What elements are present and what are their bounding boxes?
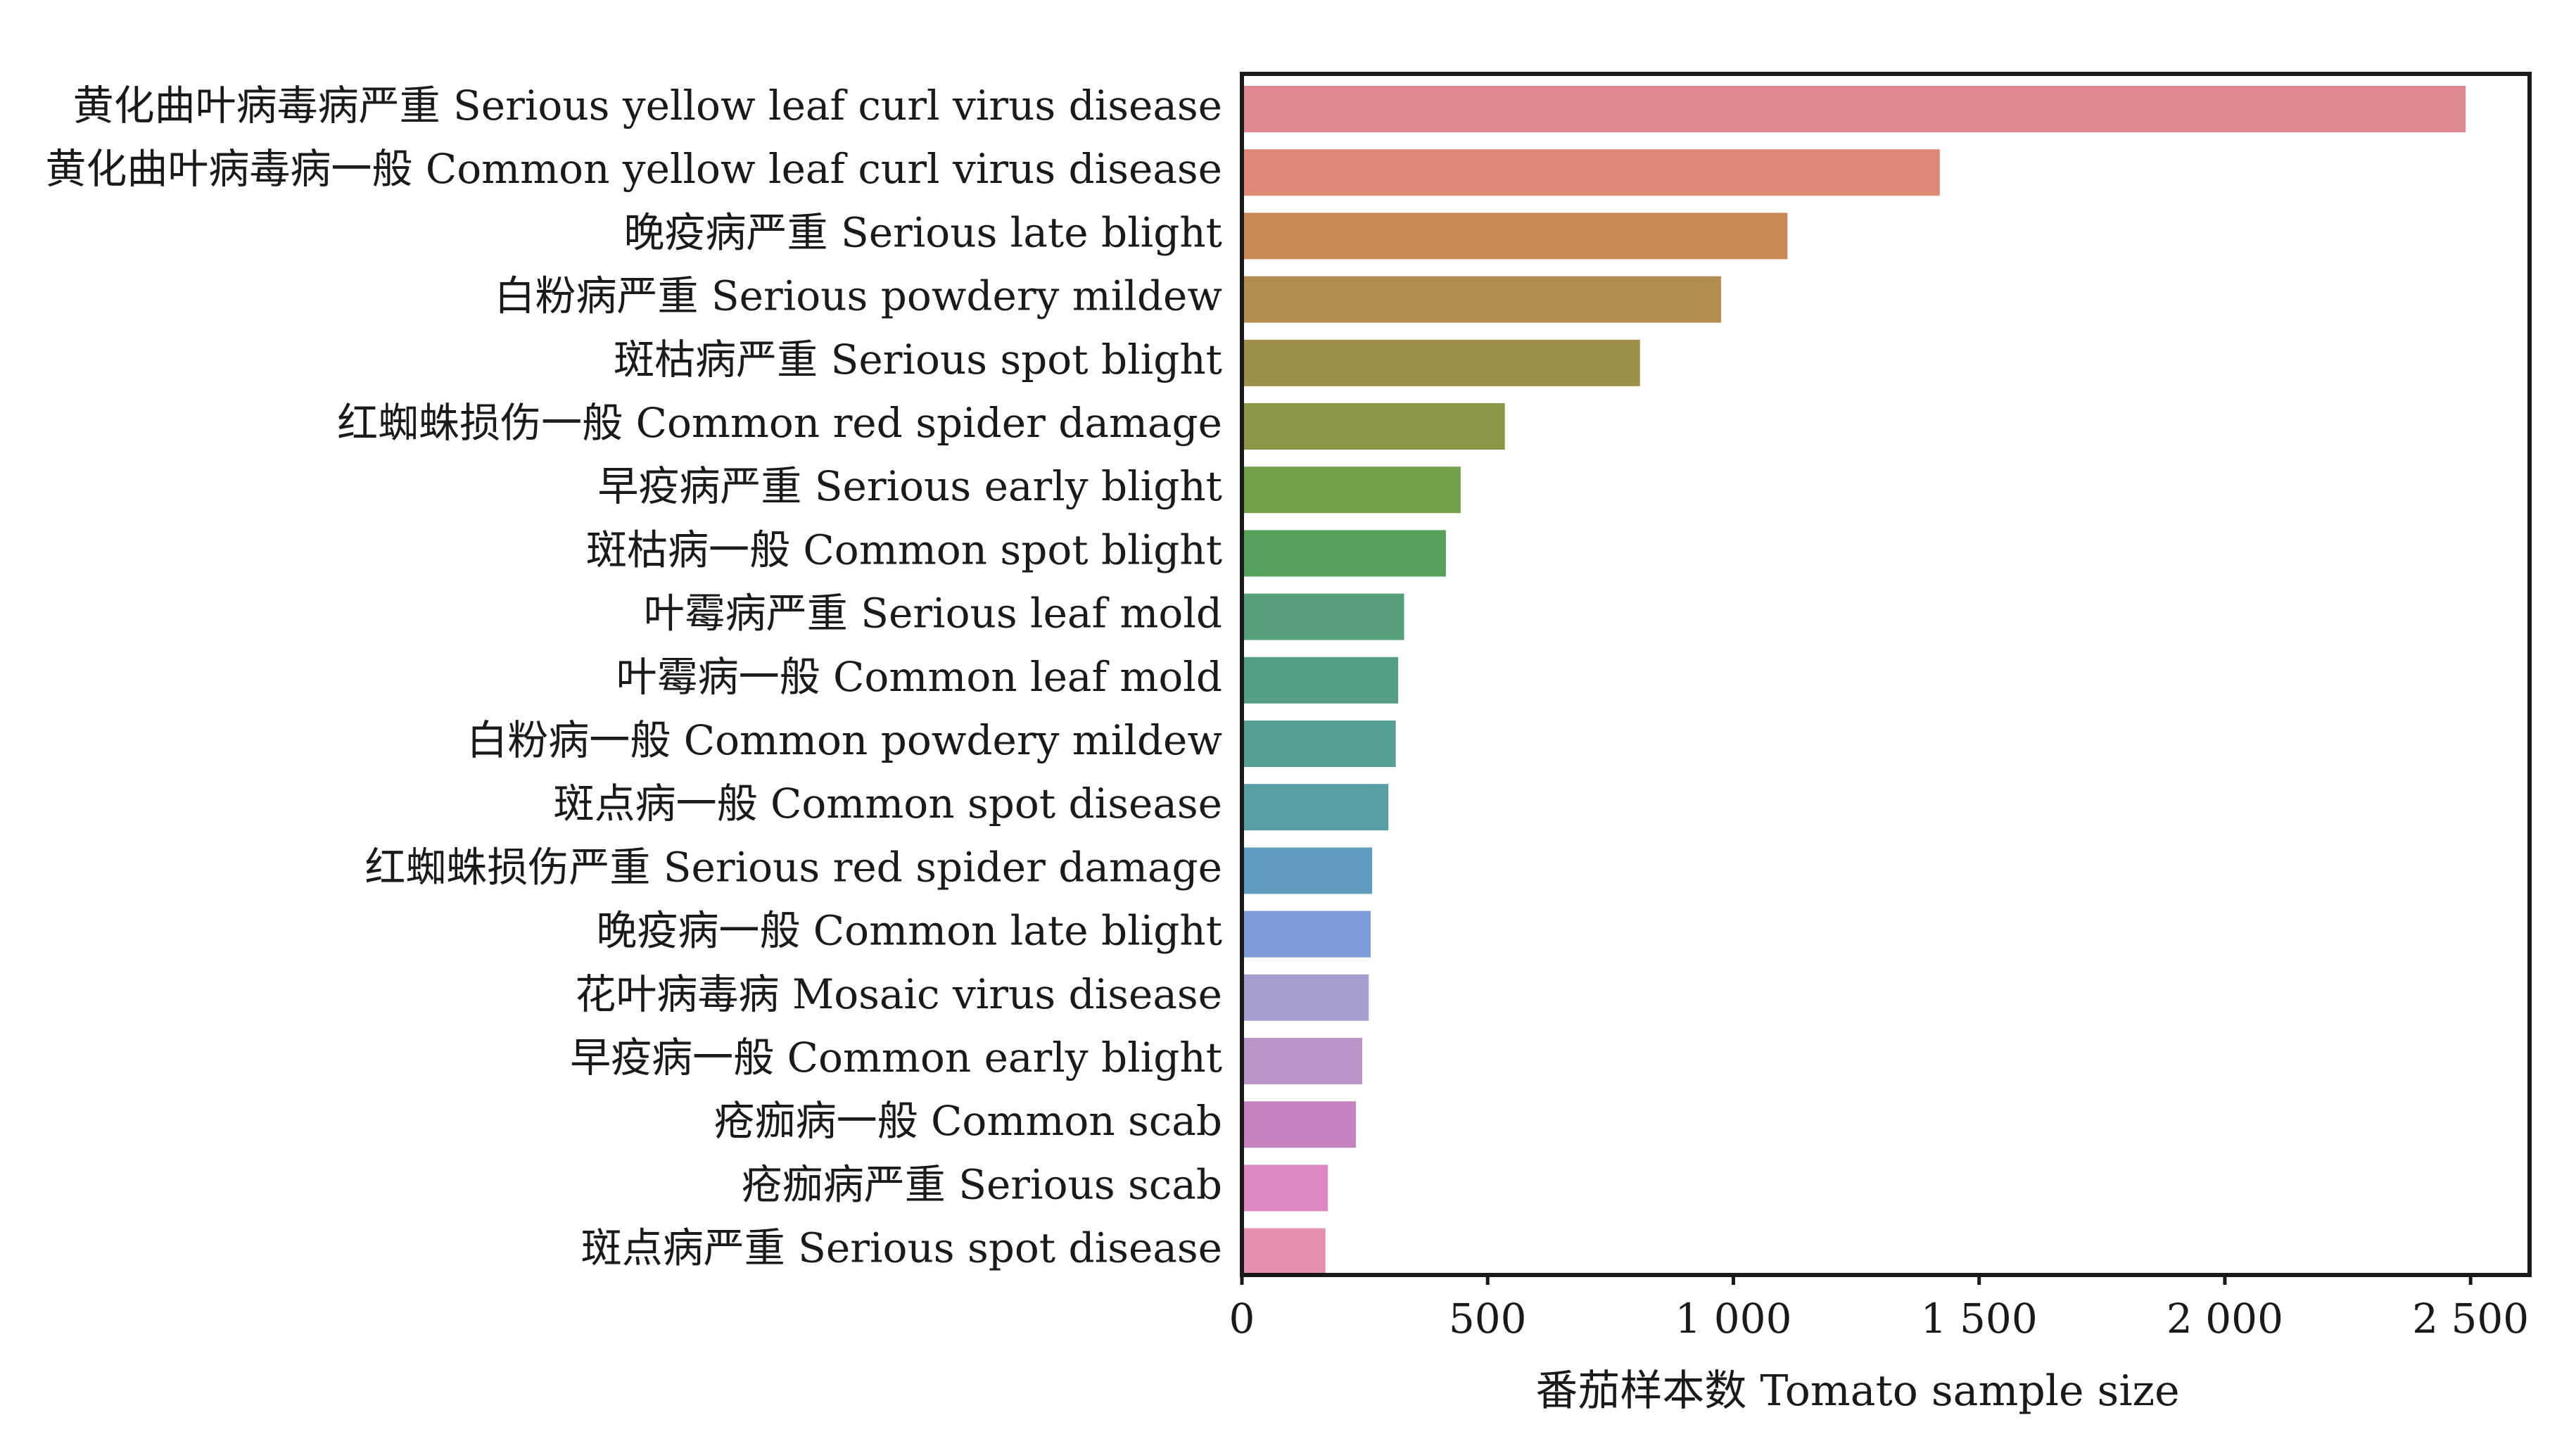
bar-12 (1242, 847, 1373, 894)
category-label-13: 晚疫病一般 Common late blight (596, 907, 1222, 955)
bar-2 (1242, 212, 1788, 260)
bar-11 (1242, 784, 1389, 831)
bars-group (1242, 86, 2466, 1275)
bar-16 (1242, 1101, 1357, 1148)
x-ticks-group: 0 500 1 000 1 500 2 000 2 500 (1229, 1275, 2529, 1343)
x-axis-title: 番茄样本数 Tomato sample size (1535, 1366, 2179, 1416)
bar-5 (1242, 403, 1505, 450)
bar-13 (1242, 910, 1371, 958)
bar-7 (1242, 530, 1446, 577)
category-label-6: 早疫病严重 Serious early blight (597, 462, 1222, 510)
bar-17 (1242, 1165, 1328, 1212)
category-label-11: 斑点病一般 Common spot disease (554, 780, 1222, 827)
category-label-18: 斑点病严重 Serious spot disease (581, 1224, 1222, 1272)
bar-14 (1242, 974, 1369, 1021)
category-label-1: 黄化曲叶病毒病一般 Common yellow leaf curl virus … (45, 145, 1222, 193)
category-label-8: 叶霉病严重 Serious leaf mold (644, 590, 1222, 637)
x-tick-label-0: 0 (1229, 1295, 1255, 1343)
bar-15 (1242, 1038, 1363, 1084)
bar-18 (1242, 1228, 1326, 1275)
category-label-5: 红蜘蛛损伤一般 Common red spider damage (337, 399, 1222, 447)
x-tick-label-4: 2 000 (2166, 1295, 2283, 1343)
x-tick-label-1: 500 (1449, 1295, 1527, 1343)
bar-8 (1242, 593, 1404, 640)
x-tick-label-3: 1 500 (1921, 1295, 2038, 1343)
x-tick-label-2: 1 000 (1675, 1295, 1791, 1343)
category-label-9: 叶霉病一般 Common leaf mold (616, 653, 1222, 701)
category-label-3: 白粉病严重 Serious powdery mildew (494, 272, 1222, 320)
bar-4 (1242, 339, 1640, 386)
category-label-14: 花叶病毒病 Mosaic virus disease (575, 970, 1222, 1018)
category-label-0: 黄化曲叶病毒病严重 Serious yellow leaf curl virus… (73, 82, 1222, 129)
category-label-15: 早疫病一般 Common early blight (570, 1034, 1222, 1081)
plot-frame (1240, 72, 2532, 1277)
category-label-7: 斑枯病一般 Common spot blight (586, 526, 1222, 573)
category-label-2: 晚疫病严重 Serious late blight (624, 208, 1222, 256)
bar-9 (1242, 656, 1399, 704)
bar-6 (1242, 467, 1461, 514)
category-label-12: 红蜘蛛损伤严重 Serious red spider damage (364, 843, 1222, 891)
category-label-16: 疮痂病一般 Common scab (714, 1097, 1222, 1145)
bar-0 (1242, 86, 2466, 132)
category-label-4: 斑枯病严重 Serious spot blight (614, 336, 1222, 383)
bar-1 (1242, 149, 1940, 196)
category-labels-group: 黄化曲叶病毒病严重 Serious yellow leaf curl virus… (45, 82, 1222, 1272)
bar-3 (1242, 276, 1722, 323)
category-label-17: 疮痂病严重 Serious scab (742, 1160, 1222, 1208)
category-label-10: 白粉病一般 Common powdery mildew (467, 716, 1222, 764)
bar-10 (1242, 721, 1396, 767)
x-tick-label-5: 2 500 (2412, 1295, 2529, 1343)
